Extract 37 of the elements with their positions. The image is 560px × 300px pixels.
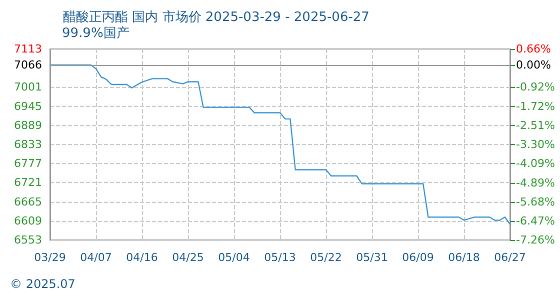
y-tick-label: 6665 [14,195,42,208]
y2-tick-label: -3.30% [516,138,555,151]
chart-subtitle: 99.9%国产 [62,26,130,41]
y-tick-label: 7113 [14,42,42,56]
x-tick-label: 05/13 [264,251,296,264]
y2-tick-label: -6.47% [516,214,555,228]
chart-title: 醋酸正丙酯 国内 市场价 2025-03-29 - 2025-06-27 [63,10,370,25]
x-tick-label: 06/18 [448,251,480,264]
y2-tick-label: 0.00% [516,58,551,72]
y-tick-label: 6833 [14,138,42,151]
x-tick-label: 06/27 [494,251,526,264]
y-tick-label: 7066 [14,58,42,72]
y2-tick-label: -2.51% [516,118,555,132]
y2-tick-label: -4.89% [516,176,555,190]
y-tick-label: 6777 [14,157,42,170]
y2-tick-label: 0.66% [516,42,551,56]
y2-tick-label: -1.72% [516,100,555,113]
x-tick-label: 03/29 [34,251,66,264]
x-tick-label: 06/09 [402,251,434,264]
y2-tick-label: -7.26% [516,234,555,246]
y2-tick-label: -5.68% [516,195,555,208]
x-tick-label: 05/04 [218,251,250,264]
y-tick-label: 6553 [14,234,42,246]
y-tick-label: 6609 [14,214,42,228]
y-tick-label: 6721 [14,176,42,190]
x-tick-label: 04/07 [80,251,112,264]
y-tick-label: 6945 [14,100,42,113]
x-tick-label: 04/16 [126,251,158,264]
text: © 2025.07 [10,277,76,291]
y2-tick-label: -0.92% [516,80,555,94]
y2-tick-label: -4.09% [516,157,555,170]
line-series [49,64,511,225]
y-tick-label: 7001 [14,80,42,94]
y-tick-label: 6889 [14,118,42,132]
x-tick-label: 04/25 [172,251,204,264]
x-tick-label: 05/31 [356,251,388,264]
x-tick-label: 05/22 [310,251,342,264]
